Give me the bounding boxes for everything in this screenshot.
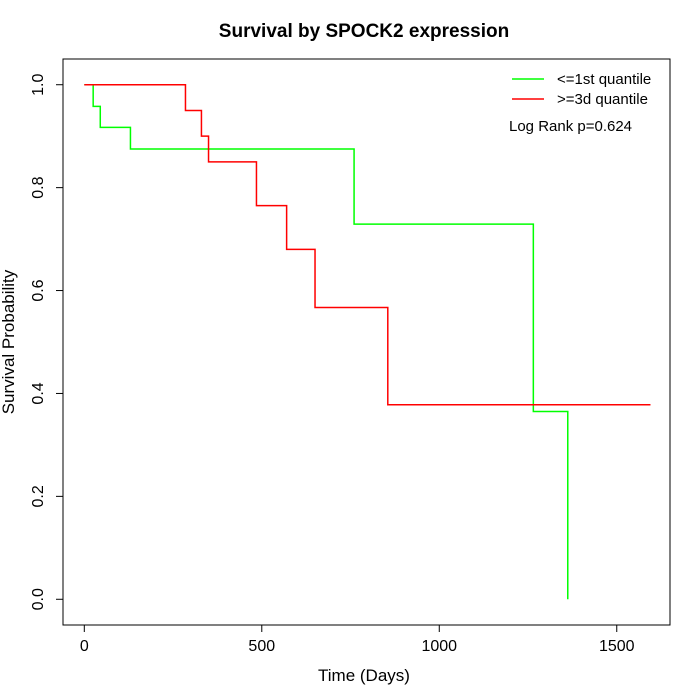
- legend-label: >=3d quantile: [557, 91, 648, 108]
- y-axis-label: Survival Probability: [0, 269, 18, 414]
- plot-frame: [62, 58, 671, 626]
- y-tick-label: 0.6: [30, 279, 47, 301]
- y-tick-label: 0.4: [30, 382, 47, 404]
- x-tick-label: 0: [80, 638, 89, 655]
- x-axis: 0 500 1000 1500: [80, 624, 635, 655]
- x-tick-label: 1500: [599, 638, 635, 655]
- x-axis-label: Time (Days): [318, 666, 410, 685]
- log-rank-annotation: Log Rank p=0.624: [509, 118, 632, 135]
- y-tick-label: 0.8: [30, 176, 47, 198]
- survival-curve-1: [84, 83, 569, 600]
- legend-label: <=1st quantile: [557, 71, 651, 88]
- y-tick-label: 0.2: [30, 485, 47, 507]
- y-tick-label: 1.0: [30, 74, 47, 96]
- series-layer: [84, 83, 651, 600]
- chart-title: Survival by SPOCK2 expression: [219, 21, 509, 42]
- survival-curve-2: [84, 83, 651, 406]
- legend: <=1st quantile >=3d quantile: [512, 71, 651, 108]
- y-tick-label: 0.0: [30, 588, 47, 610]
- x-tick-label: 1000: [421, 638, 457, 655]
- y-axis: 0.0 0.2 0.4 0.6 0.8 1.0: [30, 74, 64, 610]
- x-tick-label: 500: [248, 638, 275, 655]
